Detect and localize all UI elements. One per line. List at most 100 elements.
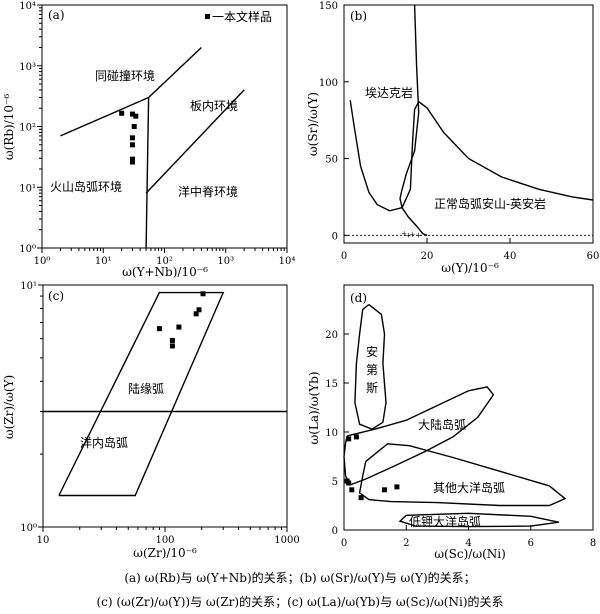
panel-c-region-intra-oceanic-arc: 洋内岛弧 [80, 435, 128, 450]
panel-d-region-low-k-oceanic-arc: 低钾大洋岛弧 [409, 514, 481, 529]
panel-c-sample-point-4 [156, 326, 162, 332]
panel-d-region-andes-line1: 安 [366, 344, 378, 359]
legend-marker [205, 14, 210, 19]
panel-b-sample-point-1: + [405, 232, 411, 240]
panel-b-plot-frame [343, 4, 594, 244]
panel-d-sample-point-5 [358, 495, 364, 501]
panel-d-sample-point-3 [346, 480, 352, 486]
figure-caption-line2: (c) (ω(Zr)/ω(Y))与 ω(Zr)的关系；(c) ω(La)/ω(Y… [96, 594, 503, 609]
panel-a-boundary-0 [60, 96, 149, 137]
panel-c-sample-point-0 [200, 291, 206, 297]
panel-d-ytick-label-4: 20 [325, 330, 338, 341]
panel-a-sample-point-0 [119, 110, 125, 116]
panel-c-xtick-label-2: 1000 [274, 535, 299, 546]
panel-a-xtick-label-1: 10¹ [95, 256, 112, 267]
panel-a-ytick-label-2: 10² [19, 123, 36, 134]
panel-a-boundary-1 [148, 46, 202, 99]
panel-b-sample-point-3: + [416, 232, 422, 240]
panel-a-sample-point-7 [129, 159, 135, 165]
panel-c-sample-point-3 [176, 324, 182, 330]
panel-a-ytick-label-4: 10⁴ [19, 1, 36, 12]
panel-b-ytick-label-3: 150 [319, 1, 338, 12]
panel-a-sample-point-2 [133, 113, 139, 119]
panel-a-boundary-2 [145, 97, 150, 249]
panel-b-ytick-label-1: 50 [325, 155, 338, 166]
panel-a-xtick-label-4: 10⁴ [279, 256, 296, 267]
panel-b-boundary-1 [399, 4, 428, 236]
panel-d-boundary-0 [354, 304, 387, 430]
panel-d-region-continental-island-arc: 大陆岛弧 [418, 417, 466, 432]
figure-caption-line1: (a) ω(Rb)与 ω(Y+Nb)的关系；(b) ω(Sr)/ω(Y)与 ω(… [124, 570, 475, 585]
panel-a-sample-point-3 [131, 124, 137, 129]
panel-d-sample-point-0 [346, 436, 352, 442]
panel-a-ytick-label-1: 10¹ [19, 183, 36, 194]
panel-a-plot-frame [41, 4, 288, 249]
panel-c-sample-point-6 [169, 343, 175, 349]
panel-d-region-andes-line3: 斯 [366, 381, 378, 395]
panel-d-xtick-label-1: 2 [403, 538, 409, 549]
panel-a-ylabel: ω(Rb)/10⁻⁶ [2, 94, 16, 161]
panel-b-sample-point-2: + [410, 231, 416, 239]
panel-c-xtick-label-0: 10 [37, 535, 50, 546]
panel-d-boundary-2 [358, 443, 567, 507]
panel-d-xtick-label-3: 6 [528, 538, 534, 549]
panel-b-label: (b) [350, 9, 367, 23]
panel-a-xtick-label-3: 10³ [217, 256, 234, 267]
panel-c-ytick-label-1: 10¹ [20, 281, 37, 292]
panel-d-boundary-3 [398, 512, 559, 528]
panel-b-ytick-label-2: 100 [319, 78, 338, 89]
panel-b-xtick-label-1: 20 [421, 251, 434, 262]
panel-b-ytick-label-0: 0 [332, 231, 338, 242]
panel-d-ytick-label-3: 15 [325, 379, 338, 390]
panel-a-region-syn-collision: 同碰撞环境 [95, 68, 155, 83]
panel-c-sample-point-2 [193, 311, 199, 317]
panel-a-sample-point-1 [129, 111, 135, 117]
panel-d-xlabel: ω(Sc)/ω(Ni) [434, 547, 506, 561]
panel-d-sample-point-4 [349, 487, 355, 493]
panel-d-xtick-label-0: 0 [341, 538, 347, 549]
panel-b-ylabel: ω(Sr)/ω(Y) [306, 92, 320, 156]
panel-a-label: (a) [48, 8, 65, 22]
panel-d-sample-point-1 [353, 434, 359, 440]
panel-a-boundary-3 [145, 89, 245, 194]
legend-label: 一本文样品 [212, 9, 272, 24]
panel-c-xlabel: ω(Zr)/10⁻⁶ [133, 546, 197, 560]
panel-b-xtick-label-2: 40 [504, 251, 517, 262]
panel-b-sample-point-0: + [401, 230, 407, 238]
panel-c-xtick-label-1: 100 [155, 535, 174, 546]
panel-c-label: (c) [48, 289, 64, 303]
panel-a-sample-point-6 [129, 156, 135, 162]
panel-a-region-ocean-ridge: 洋中脊环境 [178, 184, 238, 199]
panel-a-region-within-plate: 板内环境 [190, 98, 238, 113]
panel-b-boundary-0 [349, 100, 594, 212]
panel-c-plot-frame [42, 284, 288, 528]
panel-d-xtick-label-2: 4 [465, 538, 471, 549]
panel-b-region-normal-arc: 正常岛弧安山-英安岩 [434, 196, 546, 211]
panel-c-ytick-label-0: 10⁰ [20, 523, 37, 534]
panel-d-xtick-label-4: 8 [590, 538, 596, 549]
panel-b-sry-vs-y: (b) 埃达克岩 正常岛弧安山-英安岩 ω(Y)/10⁻⁶ ω(Sr)/ω(Y)… [306, 1, 599, 275]
panel-c-sample-point-5 [169, 337, 175, 343]
panel-a-xlabel: ω(Y+Nb)/10⁻⁶ [122, 265, 208, 279]
panel-b-xlabel: ω(Y)/10⁻⁶ [441, 261, 499, 275]
panel-b-region-adakite: 埃达克岩 [365, 85, 413, 100]
panel-d-region-other-oceanic-arc: 其他大洋岛弧 [433, 480, 505, 495]
panel-d-layb-vs-scni: (d) 安 第 斯 大陆岛弧 其他大洋岛弧 低钾大洋岛弧 ω(Sc)/ω(Ni)… [307, 284, 596, 561]
panel-a-sample-point-4 [129, 135, 135, 141]
panel-d-region-andes-line2: 第 [366, 363, 378, 377]
panel-d-sample-point-6 [381, 487, 387, 493]
panel-d-boundary-1 [343, 386, 495, 486]
panel-d-sample-point-7 [394, 484, 400, 490]
panel-c-zry-vs-zr: (c) 陆缘弧 洋内岛弧 ω(Zr)/10⁻⁶ ω(Zr)/ω(Y) 10 100… [2, 281, 300, 560]
panel-b-xtick-label-0: 0 [341, 251, 347, 262]
panel-c-boundary-0 [58, 291, 225, 497]
panel-c-region-continental-arc: 陆缘弧 [128, 381, 164, 396]
panel-d-ytick-label-1: 5 [332, 477, 338, 488]
panel-d-ylabel: ω(La)/ω(Yb) [307, 371, 321, 444]
panel-a-ytick-label-0: 10⁰ [19, 244, 36, 255]
panel-d-label: (d) [350, 291, 367, 305]
panel-a-xtick-label-2: 10² [156, 256, 173, 267]
panel-a-xtick-label-0: 10⁰ [34, 256, 51, 267]
panel-d-ytick-label-0: 0 [332, 526, 338, 537]
